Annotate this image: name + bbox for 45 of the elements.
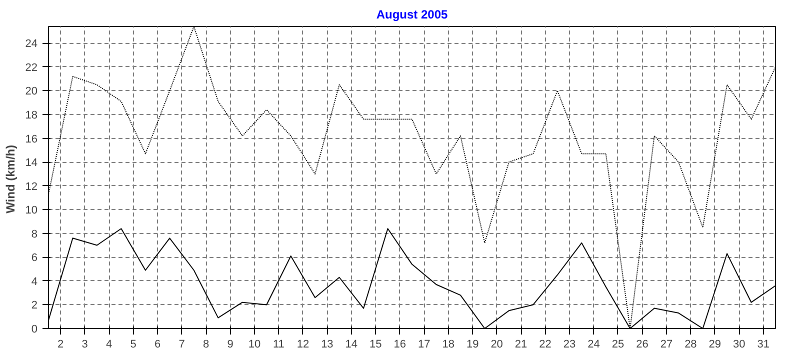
x-tick-label: 21 [514,338,528,350]
y-tick-label: 6 [31,252,38,264]
x-tick-label: 2 [58,338,64,350]
x-tick-label: 12 [296,338,310,350]
x-tick-label: 7 [178,338,185,350]
x-tick-label: 18 [442,338,454,350]
y-tick-label: 14 [25,157,38,170]
x-tick-label: 23 [563,338,576,350]
x-tick-label: 28 [684,338,697,350]
x-tick-label: 16 [394,338,406,350]
x-tick-label: 3 [82,338,88,350]
x-tick-label: 15 [370,338,382,350]
x-tick-label: 30 [733,338,746,350]
y-tick-label: 22 [25,62,38,74]
y-axis-title: Wind (km/h) [3,144,18,214]
x-tick-label: 17 [418,338,430,350]
y-tick-label: 18 [25,109,38,122]
x-tick-label: 25 [612,338,624,350]
x-tick-label: 27 [660,338,673,350]
x-tick-label: 5 [130,338,136,350]
y-tick-label: 10 [25,204,38,217]
x-tick-label: 14 [345,338,358,350]
x-tick-label: 10 [248,338,261,350]
y-tick-label: 20 [25,86,38,98]
x-tick-label: 6 [154,338,161,350]
x-tick-label: 24 [588,338,600,350]
y-tick-label: 8 [31,228,38,240]
x-tick-label: 11 [273,338,284,350]
x-tick-label: 4 [106,338,112,350]
chart-title: August 2005 [376,8,448,22]
x-tick-label: 13 [321,338,334,350]
x-tick-label: 8 [202,338,210,350]
y-tick-label: 16 [25,133,38,146]
y-tick-label: 2 [31,300,38,312]
x-tick-label: 26 [636,338,648,350]
y-tick-label: 4 [31,276,38,288]
x-tick-label: 20 [490,338,503,350]
x-tick-label: 22 [539,338,552,350]
x-tick-label: 9 [227,338,234,350]
y-tick-label: 0 [31,324,38,336]
x-tick-label: 29 [708,338,722,350]
y-tick-label: 12 [25,180,38,193]
x-tick-label: 31 [757,338,770,350]
y-tick-label: 24 [25,38,38,50]
x-tick-label: 19 [466,338,479,350]
